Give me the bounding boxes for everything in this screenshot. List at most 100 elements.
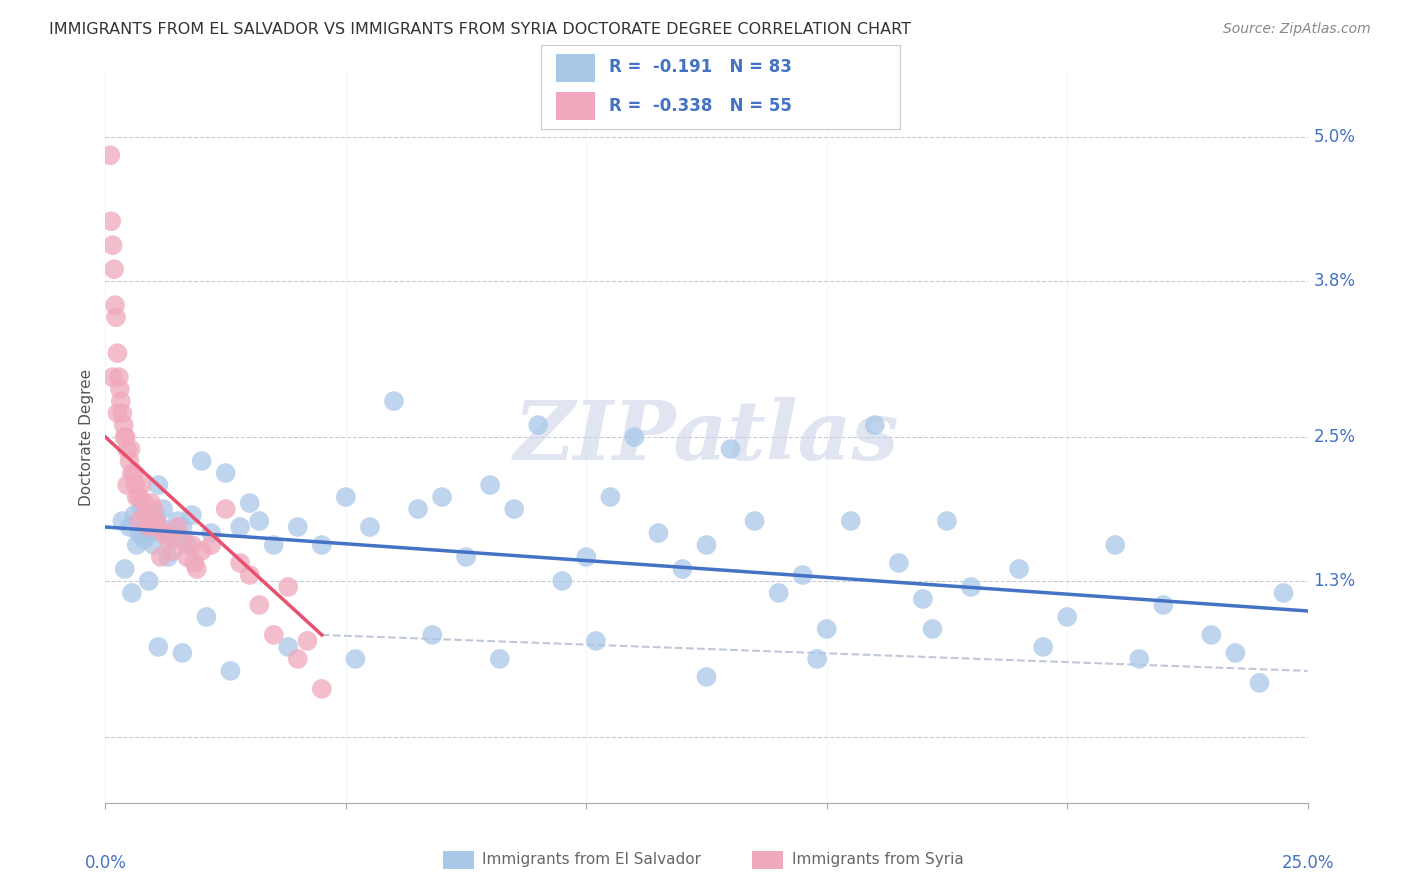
Point <box>195 610 218 624</box>
Point <box>454 549 477 564</box>
Point <box>142 502 165 516</box>
Point <box>200 538 222 552</box>
Point <box>287 520 309 534</box>
Point <box>156 532 179 546</box>
Point <box>287 652 309 666</box>
Point <box>430 490 453 504</box>
Text: R =  -0.191   N = 83: R = -0.191 N = 83 <box>609 59 793 77</box>
Point <box>960 580 983 594</box>
Text: ZIPatlas: ZIPatlas <box>513 397 900 477</box>
Point <box>98 148 121 162</box>
Point <box>768 586 790 600</box>
Point <box>135 520 157 534</box>
Point <box>623 430 645 444</box>
Point <box>135 508 157 522</box>
Point <box>247 598 270 612</box>
Point <box>111 514 134 528</box>
Point <box>1201 628 1223 642</box>
Point <box>128 526 150 541</box>
Point <box>1056 610 1078 624</box>
Point <box>145 514 167 528</box>
Point <box>121 466 143 480</box>
Point <box>311 681 333 696</box>
Point <box>107 346 129 360</box>
Point <box>118 454 141 468</box>
Point <box>152 526 174 541</box>
Text: 5.0%: 5.0% <box>1313 128 1355 146</box>
Point <box>103 262 125 277</box>
Point <box>335 490 357 504</box>
Point <box>406 502 429 516</box>
Point <box>148 640 170 654</box>
Point <box>744 514 766 528</box>
Point <box>172 520 194 534</box>
Point <box>115 442 138 456</box>
FancyBboxPatch shape <box>555 92 595 120</box>
Point <box>131 478 153 492</box>
FancyBboxPatch shape <box>555 54 595 82</box>
Point <box>936 514 959 528</box>
Point <box>176 538 198 552</box>
Point <box>239 568 262 582</box>
Point <box>479 478 502 492</box>
Point <box>696 538 718 552</box>
Point <box>551 574 574 588</box>
Point <box>863 418 886 433</box>
Point <box>1272 586 1295 600</box>
Point <box>382 394 405 409</box>
Point <box>585 634 607 648</box>
Point <box>247 514 270 528</box>
Point <box>138 574 160 588</box>
Point <box>148 520 170 534</box>
Point <box>172 646 194 660</box>
Point <box>527 418 550 433</box>
Point <box>124 508 146 522</box>
Point <box>239 496 262 510</box>
Point <box>229 520 252 534</box>
Text: 2.5%: 2.5% <box>1313 428 1355 446</box>
Point <box>115 478 138 492</box>
Point <box>921 622 943 636</box>
Point <box>166 520 188 534</box>
Point <box>152 502 174 516</box>
Point <box>139 496 162 510</box>
Point <box>114 430 136 444</box>
Point <box>311 538 333 552</box>
Point <box>148 478 170 492</box>
Point <box>219 664 242 678</box>
Point <box>128 490 150 504</box>
Point <box>112 418 135 433</box>
Point <box>139 526 162 541</box>
Point <box>128 514 150 528</box>
Point <box>422 628 444 642</box>
Point <box>1249 676 1271 690</box>
Point <box>815 622 838 636</box>
Point <box>1225 646 1247 660</box>
Point <box>1152 598 1174 612</box>
Point <box>101 238 124 252</box>
Point <box>806 652 828 666</box>
Point <box>118 520 141 534</box>
Point <box>124 478 146 492</box>
Point <box>1104 538 1126 552</box>
Point <box>138 520 160 534</box>
Point <box>120 442 142 456</box>
Point <box>101 370 124 384</box>
Point <box>181 538 204 552</box>
Point <box>344 652 367 666</box>
Text: Immigrants from Syria: Immigrants from Syria <box>792 853 963 867</box>
Point <box>488 652 510 666</box>
Point <box>887 556 910 570</box>
Point <box>131 502 153 516</box>
Point <box>100 214 122 228</box>
Point <box>263 538 285 552</box>
Text: R =  -0.338   N = 55: R = -0.338 N = 55 <box>609 97 793 115</box>
Text: 0.0%: 0.0% <box>84 854 127 872</box>
Point <box>229 556 252 570</box>
Point <box>1032 640 1054 654</box>
Point <box>145 508 167 522</box>
Point <box>125 538 148 552</box>
Point <box>503 502 526 516</box>
Point <box>214 466 236 480</box>
Text: IMMIGRANTS FROM EL SALVADOR VS IMMIGRANTS FROM SYRIA DOCTORATE DEGREE CORRELATIO: IMMIGRANTS FROM EL SALVADOR VS IMMIGRANT… <box>49 22 911 37</box>
